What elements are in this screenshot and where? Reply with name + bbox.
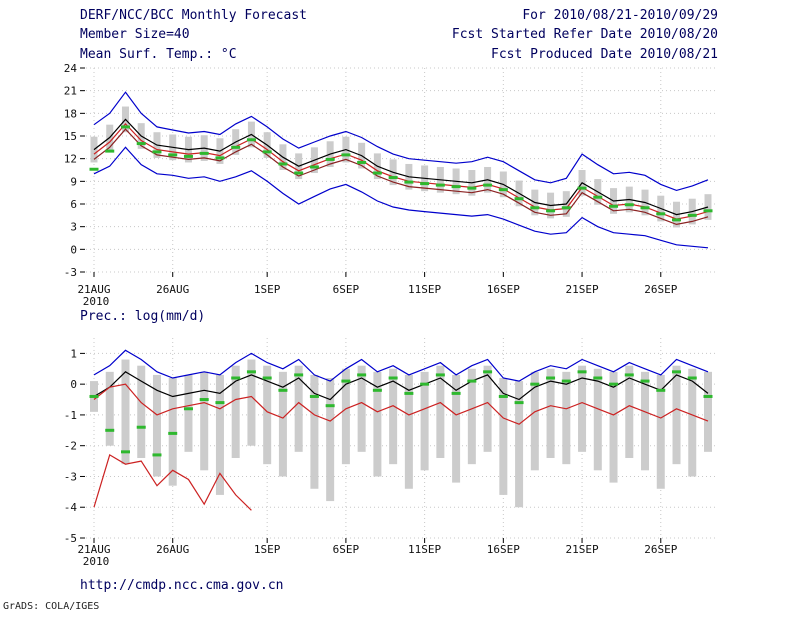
svg-text:21SEP: 21SEP — [565, 283, 598, 296]
svg-text:21AUG: 21AUG — [77, 283, 110, 296]
svg-text:24: 24 — [64, 62, 78, 75]
svg-text:1SEP: 1SEP — [254, 543, 281, 556]
svg-text:11SEP: 11SEP — [408, 283, 441, 296]
svg-text:-5: -5 — [64, 532, 77, 545]
svg-text:2010: 2010 — [83, 555, 110, 568]
svg-text:6SEP: 6SEP — [333, 283, 360, 296]
svg-text:2010: 2010 — [83, 295, 110, 308]
svg-text:1SEP: 1SEP — [254, 283, 281, 296]
panel2-title: Prec.: log(mm/d) — [80, 309, 206, 324]
svg-text:9: 9 — [70, 175, 77, 188]
forecast-range-label: For 2010/08/21-2010/09/29 — [522, 8, 718, 23]
svg-text:0: 0 — [70, 243, 77, 256]
svg-text:11SEP: 11SEP — [408, 543, 441, 556]
svg-text:6: 6 — [70, 198, 77, 211]
svg-text:-4: -4 — [64, 501, 78, 514]
svg-text:16SEP: 16SEP — [487, 283, 520, 296]
svg-text:-3: -3 — [64, 470, 77, 483]
svg-text:26SEP: 26SEP — [644, 283, 677, 296]
svg-text:18: 18 — [64, 107, 77, 120]
logos-group: BCC NCC — [628, 564, 798, 616]
member-size-label: Member Size=40 — [80, 27, 190, 42]
svg-text:21: 21 — [64, 85, 77, 98]
svg-text:-1: -1 — [64, 409, 77, 422]
svg-text:26AUG: 26AUG — [156, 283, 189, 296]
svg-text:21AUG: 21AUG — [77, 543, 110, 556]
page-title: DERF/NCC/BCC Monthly Forecast — [80, 8, 307, 23]
svg-text:0: 0 — [70, 378, 77, 391]
produced-date-label: Fcst Produced Date 2010/08/21 — [491, 47, 718, 62]
svg-text:-3: -3 — [64, 266, 77, 279]
svg-text:26AUG: 26AUG — [156, 543, 189, 556]
svg-text:3: 3 — [70, 221, 77, 234]
svg-text:21SEP: 21SEP — [565, 543, 598, 556]
grads-credit: GrADS: COLA/IGES — [3, 601, 100, 612]
panel1-title: Mean Surf. Temp.: °C — [80, 47, 237, 62]
svg-text:16SEP: 16SEP — [487, 543, 520, 556]
svg-text:-2: -2 — [64, 440, 77, 453]
svg-text:6SEP: 6SEP — [333, 543, 360, 556]
svg-text:12: 12 — [64, 153, 77, 166]
source-url: http://cmdp.ncc.cma.gov.cn — [80, 578, 284, 593]
svg-text:1: 1 — [70, 347, 77, 360]
refer-date-label: Fcst Started Refer Date 2010/08/20 — [451, 27, 718, 42]
svg-text:15: 15 — [64, 130, 77, 143]
svg-text:26SEP: 26SEP — [644, 543, 677, 556]
